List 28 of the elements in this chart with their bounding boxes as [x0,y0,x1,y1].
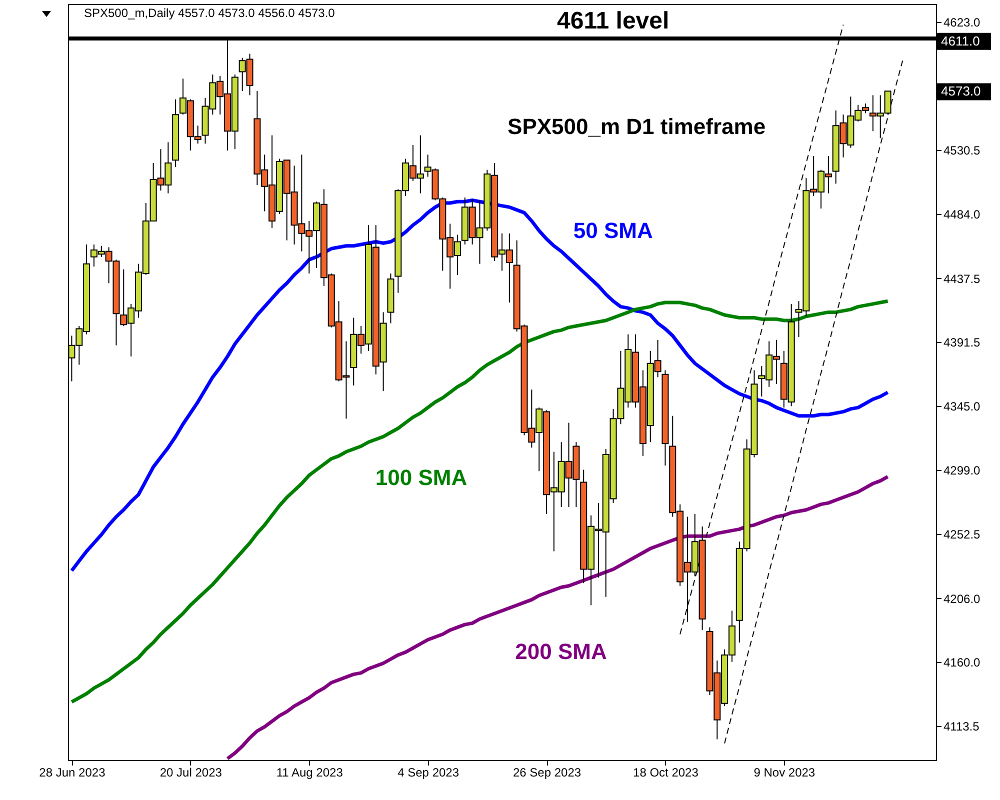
y-tick-label: 4160.0 [944,655,981,670]
series-label: 200 SMA [515,638,607,664]
text: 4573.0 [941,84,981,99]
x-tick-label: 4 Sep 2023 [398,766,460,780]
y-tick-label: 4623.0 [944,15,981,30]
y-tick-label: 4206.0 [944,592,981,606]
text: 4611.0 [941,33,980,48]
x-tick-label: 26 Sep 2023 [512,766,582,780]
y-tick-label: 4484.0 [944,208,981,222]
x-tick-label: 20 Jul 2023 [160,766,222,780]
y-tick-label: 4299.0 [944,463,981,478]
y-tick-label: 4113.5 [944,720,980,734]
series-label: 100 SMA [375,465,468,490]
series-label: 50 SMA [573,218,653,243]
y-tick-label: 4252.5 [944,528,981,542]
y-tick-label: 4530.5 [944,143,981,158]
y-tick-label: 4437.5 [944,272,981,286]
line-series [70,299,890,704]
x-tick-label: 28 Jun 2023 [39,766,106,780]
ref-line-label: 4611 level [557,8,670,35]
x-tick-label: 11 Aug 2023 [276,766,344,780]
x-tick-label: 9 Nov 2023 [754,766,816,780]
line-series [70,198,890,572]
chart-title: SPX500_m,Daily 4557.0 4573.0 4556.0 4573.0 [84,6,336,20]
annotation: SPX500_m D1 timeframe [508,114,766,140]
y-tick-label: 4391.5 [944,335,981,350]
x-tick-label: 18 Oct 2023 [633,766,699,780]
y-tick-label: 4345.0 [944,400,981,414]
